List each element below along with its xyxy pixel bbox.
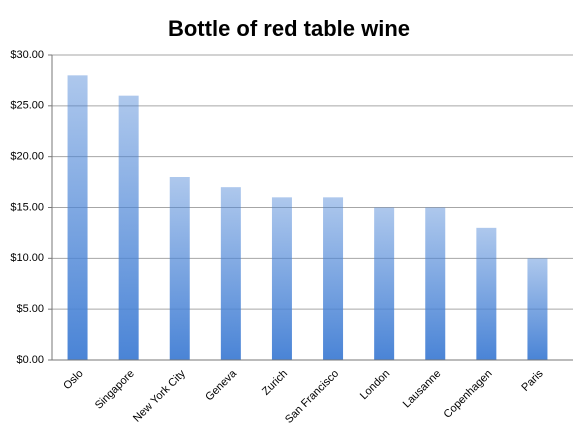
bar: [271, 197, 292, 360]
x-tick-label: Geneva: [203, 367, 239, 403]
x-tick-label: Lausanne: [401, 368, 444, 411]
y-tick-label: $20.00: [10, 151, 44, 163]
x-tick-label: Singapore: [93, 368, 137, 412]
y-tick-label: $5.00: [16, 303, 44, 315]
bar: [220, 187, 241, 360]
bar: [476, 227, 497, 360]
x-tick-label: San Francisco: [283, 368, 341, 426]
x-tick-label: Copenhagen: [441, 368, 494, 421]
x-tick-label: Zurich: [260, 368, 290, 398]
y-tick-label: $0.00: [16, 354, 44, 366]
bar: [67, 75, 88, 360]
bar: [169, 177, 190, 360]
x-tick-label: Paris: [519, 367, 546, 394]
y-tick-label: $15.00: [10, 201, 44, 213]
bar: [118, 95, 139, 361]
y-tick-label: $30.00: [10, 49, 44, 61]
x-tick-label: London: [358, 368, 392, 402]
bar: [425, 207, 446, 360]
y-tick-label: $25.00: [10, 100, 44, 112]
y-tick-label: $10.00: [10, 252, 44, 264]
x-tick-label: New York City: [131, 367, 188, 424]
bar: [374, 207, 395, 360]
chart-title: Bottle of red table wine: [168, 16, 410, 41]
x-tick-label: Oslo: [61, 368, 85, 392]
bar: [527, 258, 548, 360]
bar: [323, 197, 344, 360]
